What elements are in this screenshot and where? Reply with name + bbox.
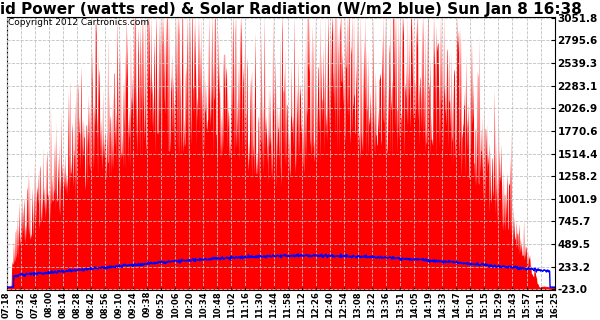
Title: Grid Power (watts red) & Solar Radiation (W/m2 blue) Sun Jan 8 16:38: Grid Power (watts red) & Solar Radiation… — [0, 2, 581, 17]
Text: Copyright 2012 Cartronics.com: Copyright 2012 Cartronics.com — [8, 19, 149, 28]
